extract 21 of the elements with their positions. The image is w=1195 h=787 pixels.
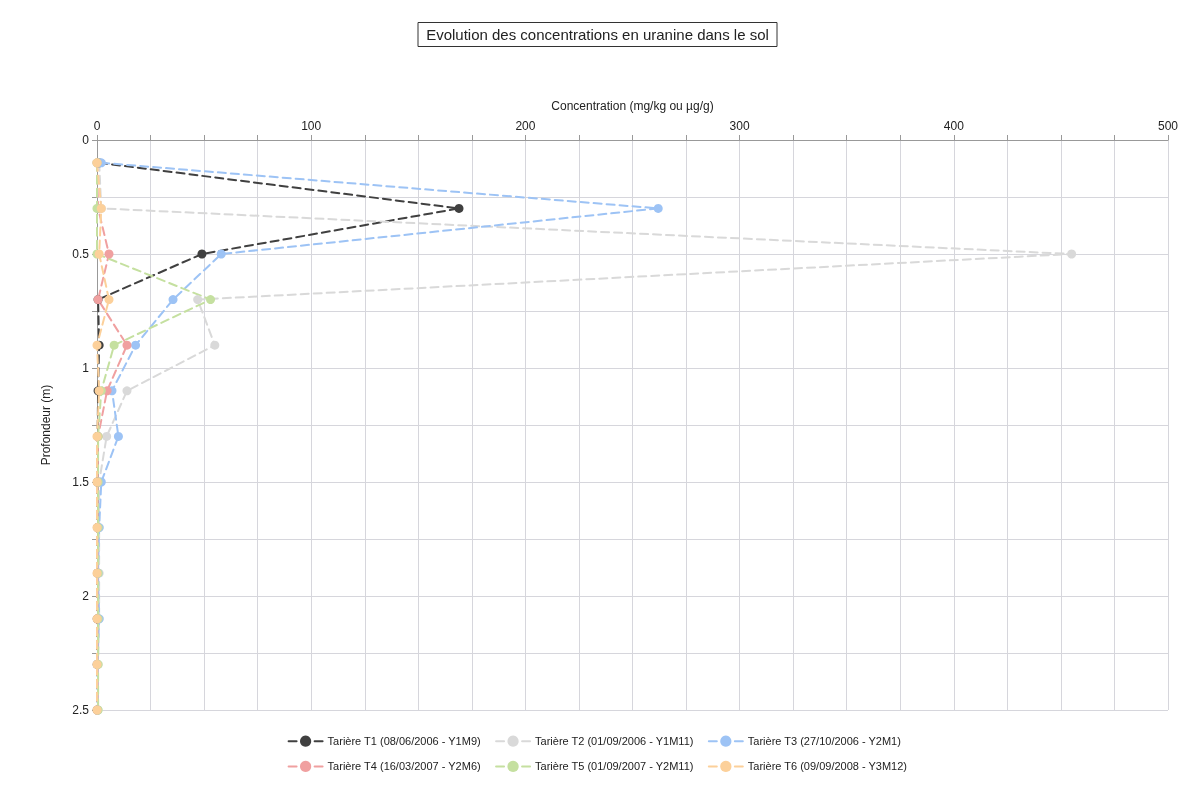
y-tick-label: 2.5: [72, 703, 90, 717]
y-tick-label: 1.5: [72, 475, 90, 489]
legend-label: Tarière T2 (01/09/2006 - Y1M11): [535, 735, 694, 748]
y-axis-title: Profondeur (m): [39, 384, 53, 466]
legend-label: Tarière T1 (08/06/2006 - Y1M9): [327, 735, 481, 748]
x-tick-label: 0: [93, 119, 101, 133]
y-tick-label: 0.5: [72, 247, 90, 261]
y-tick-label: 2: [82, 589, 90, 603]
legend-label: Tarière T4 (16/03/2007 - Y2M6): [327, 760, 481, 773]
x-tick-label: 200: [515, 119, 536, 133]
x-tick-label: 400: [943, 119, 965, 133]
legend-label: Tarière T5 (01/09/2007 - Y2M11): [535, 760, 694, 773]
x-tick-label: 500: [1157, 119, 1179, 133]
x-axis-title: Concentration (mg/kg ou µg/g): [551, 99, 714, 113]
x-tick-label: 100: [301, 119, 322, 133]
x-tick-label: 300: [729, 119, 750, 133]
chart-title: Evolution des concentrations en uranine dans le sol: [426, 26, 769, 43]
y-tick-label: 1: [82, 361, 90, 375]
legend-label: Tarière T6 (09/09/2008 - Y3M12): [747, 760, 908, 773]
legend-label: Tarière T3 (27/10/2006 - Y2M1): [747, 735, 901, 748]
y-tick-label: 0: [82, 133, 90, 147]
